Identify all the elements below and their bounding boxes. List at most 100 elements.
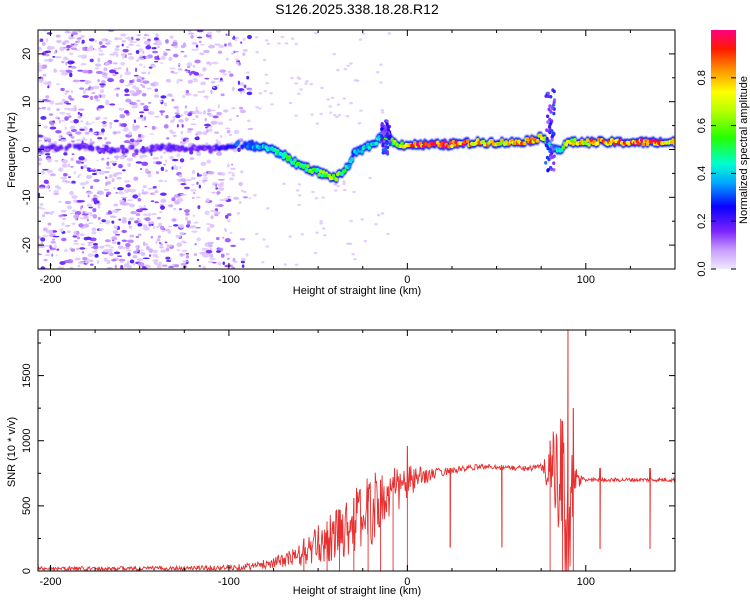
noise-speckle — [124, 84, 131, 87]
noise-speckle — [119, 113, 126, 119]
noise-speckle — [38, 253, 43, 256]
noise-speckle — [209, 257, 216, 261]
noise-speckle — [71, 222, 76, 225]
ridge-smear-blob — [380, 127, 384, 132]
noise-speckle — [152, 259, 159, 262]
noise-speckle — [112, 131, 118, 135]
ridge-smear-blob — [545, 136, 549, 141]
ridge-core-blob — [400, 141, 404, 146]
noise-speckle — [335, 115, 339, 119]
noise-speckle — [52, 120, 55, 123]
noise-speckle — [154, 126, 158, 130]
noise-speckle — [203, 95, 209, 98]
noise-speckle — [113, 67, 120, 70]
noise-speckle — [155, 261, 158, 266]
noise-speckle — [196, 136, 200, 140]
noise-speckle — [174, 200, 180, 205]
noise-speckle — [70, 157, 74, 161]
noise-speckle — [103, 188, 110, 191]
noise-speckle — [67, 259, 74, 264]
noise-speckle — [89, 58, 94, 63]
noise-speckle — [70, 136, 75, 139]
ridge-core-blob — [450, 144, 454, 149]
noise-speckle — [288, 235, 293, 238]
noise-speckle — [174, 166, 179, 171]
snr-frame — [37, 329, 676, 572]
noise-speckle — [136, 99, 141, 102]
noise-speckle — [50, 123, 55, 126]
noise-speckle — [137, 57, 144, 61]
noise-speckle — [380, 111, 385, 114]
noise-speckle — [229, 141, 234, 145]
noise-speckle — [86, 121, 89, 126]
noise-speckle — [111, 220, 115, 224]
noise-speckle — [101, 157, 105, 161]
noise-speckle — [233, 260, 238, 264]
ridge-core-blob — [640, 138, 644, 143]
noise-speckle — [148, 212, 151, 217]
ridge-core-blob — [168, 148, 173, 152]
noise-speckle — [368, 176, 372, 180]
noise-speckle — [44, 50, 52, 53]
noise-speckle — [133, 140, 140, 142]
noise-speckle — [38, 206, 43, 209]
noise-speckle — [181, 123, 184, 128]
noise-speckle — [61, 60, 65, 64]
noise-speckle — [90, 88, 93, 91]
noise-speckle — [111, 240, 118, 245]
snr-y-tick-label: 500 — [21, 497, 33, 515]
noise-speckle — [159, 100, 163, 103]
spectrogram-plot-area — [38, 30, 675, 269]
ridge-smear-blob — [381, 144, 385, 148]
ridge-smear-blob — [550, 129, 554, 133]
noise-speckle — [38, 187, 46, 190]
noise-speckle — [69, 266, 74, 269]
noise-speckle — [38, 139, 42, 142]
noise-speckle — [45, 95, 50, 99]
noise-speckle — [86, 47, 94, 52]
noise-speckle — [38, 69, 43, 72]
noise-speckle — [146, 87, 152, 90]
ridge-smear-blob — [551, 155, 555, 159]
noise-speckle — [143, 37, 147, 39]
snr-y-tick-label: 1000 — [21, 428, 33, 452]
noise-speckle — [232, 50, 239, 53]
ridge-core-blob — [163, 145, 167, 149]
noise-speckle — [319, 222, 323, 225]
noise-speckle — [184, 93, 192, 96]
noise-speckle — [58, 134, 62, 139]
noise-speckle — [133, 176, 139, 181]
noise-speckle — [67, 163, 70, 167]
noise-speckle — [237, 147, 241, 153]
noise-speckle — [75, 199, 83, 203]
noise-speckle — [152, 225, 156, 230]
ridge-core-blob — [490, 138, 494, 143]
noise-speckle — [46, 249, 50, 253]
ridge-smear-blob — [550, 151, 554, 156]
noise-speckle — [60, 176, 67, 180]
noise-speckle — [144, 217, 151, 222]
noise-speckle — [101, 121, 108, 124]
noise-speckle — [92, 197, 98, 202]
noise-speckle — [212, 261, 217, 264]
noise-speckle — [66, 44, 71, 49]
noise-speckle — [97, 57, 101, 63]
noise-speckle — [107, 210, 113, 215]
noise-speckle — [45, 99, 51, 103]
noise-speckle — [109, 121, 113, 126]
noise-speckle — [235, 36, 239, 40]
noise-speckle — [106, 260, 110, 265]
noise-speckle — [129, 234, 135, 238]
ridge-core-blob — [334, 177, 339, 182]
noise-speckle — [143, 105, 149, 110]
noise-speckle — [336, 69, 340, 72]
noise-speckle — [195, 133, 199, 136]
noise-speckle — [70, 248, 76, 252]
noise-speckle — [78, 223, 84, 228]
noise-speckle — [320, 86, 324, 90]
noise-speckle — [101, 94, 106, 99]
noise-speckle — [100, 80, 106, 84]
noise-speckle — [150, 200, 155, 202]
noise-speckle — [109, 124, 112, 129]
